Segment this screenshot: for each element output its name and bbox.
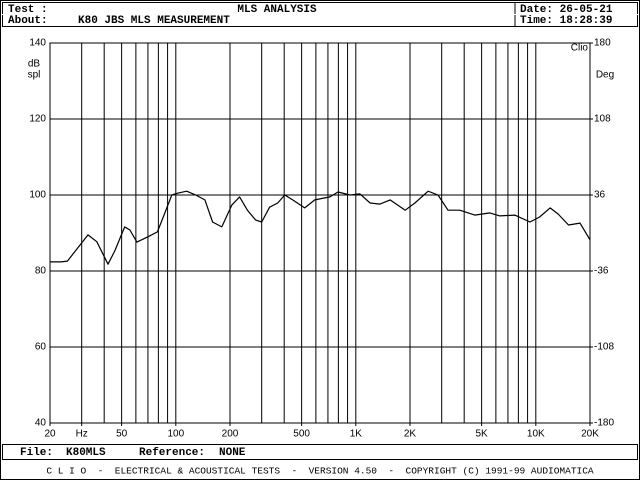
x-tick-label: 1K	[350, 429, 363, 440]
y2-tick-label: 36	[594, 190, 606, 201]
file-box	[2, 444, 638, 460]
file-label: File:	[20, 447, 53, 459]
y-tick-label: 40	[35, 418, 47, 429]
file-name: K80MLS	[66, 447, 106, 459]
x-tick-label: 20K	[581, 429, 599, 440]
y2-tick-label: 180	[594, 38, 611, 49]
y2-tick-label: -36	[594, 266, 609, 277]
about-label: About:	[8, 15, 48, 27]
y-label: spl	[28, 70, 41, 81]
x-tick-label: 500	[293, 429, 310, 440]
annotation: Clio	[571, 43, 589, 54]
y2-tick-label: -108	[594, 342, 614, 353]
x-tick-label: 20	[44, 429, 56, 440]
y-tick-label: 60	[35, 342, 47, 353]
test-label: Test :	[8, 4, 48, 16]
about-text: K80 JBS MLS MEASUREMENT	[78, 15, 230, 27]
reference: NONE	[219, 447, 246, 459]
x-tick-label: Hz	[76, 429, 88, 440]
y2-tick-label: -180	[594, 418, 614, 429]
y2-tick-label: 108	[594, 114, 611, 125]
y2-label: Deg	[596, 70, 614, 81]
response-curve	[50, 190, 591, 265]
test-name: MLS ANALYSIS	[237, 4, 317, 16]
x-tick-label: 200	[222, 429, 239, 440]
plot-border	[49, 42, 591, 424]
y-tick-label: 100	[29, 190, 46, 201]
banner: C L I O - ELECTRICAL & ACOUSTICAL TESTS …	[46, 466, 594, 477]
y-tick-label: 120	[29, 114, 46, 125]
x-tick-label: 100	[167, 429, 184, 440]
y-label: dB	[28, 59, 41, 70]
reference-label: Reference:	[139, 447, 205, 459]
time: Time: 18:28:39	[520, 15, 612, 27]
x-tick-label: 2K	[404, 429, 417, 440]
x-tick-label: 10K	[527, 429, 545, 440]
date: Date: 26-05-21	[520, 4, 613, 16]
y-tick-label: 140	[29, 38, 46, 49]
y-tick-label: 80	[35, 266, 47, 277]
x-tick-label: 50	[116, 429, 128, 440]
x-tick-label: 5K	[476, 429, 489, 440]
